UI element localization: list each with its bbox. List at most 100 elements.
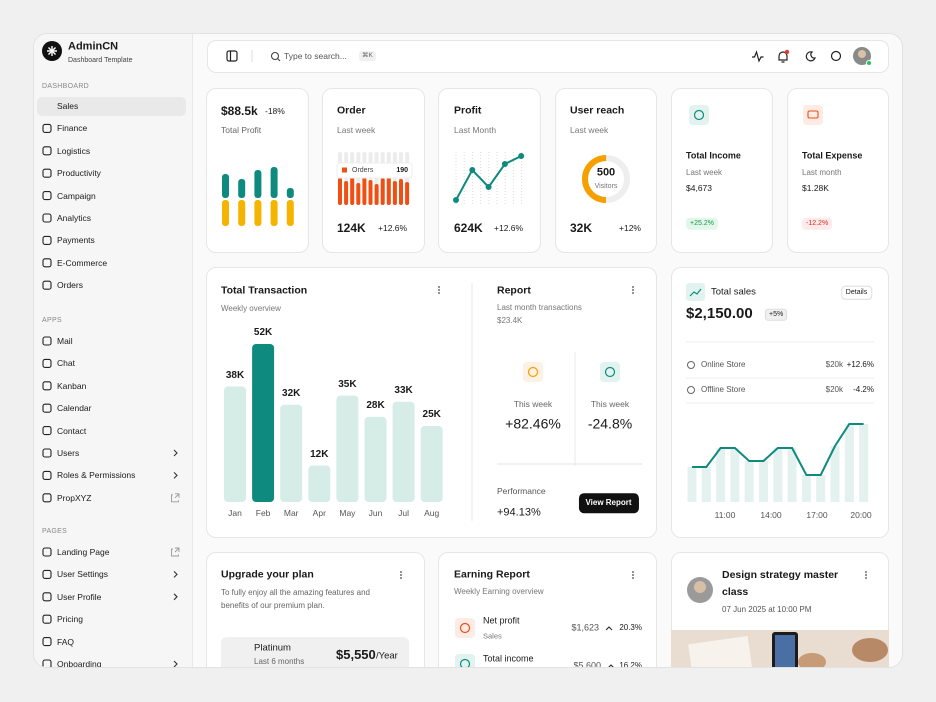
photo-hand <box>798 653 826 667</box>
card-title: Earning Report <box>454 568 530 581</box>
nav-item[interactable]: Calendar <box>57 403 92 414</box>
bar <box>801 475 811 502</box>
nav-item[interactable]: User Settings <box>57 569 109 580</box>
card-title: User reach <box>570 104 625 117</box>
tooltip-value: 190 <box>396 166 408 174</box>
x-tick-label: May <box>339 507 356 518</box>
bar <box>701 467 711 502</box>
metric-label: Total Profit <box>221 124 262 135</box>
card-title: Total Transaction <box>221 284 308 297</box>
nav-item[interactable]: Contact <box>57 425 87 436</box>
bar-label: 33K <box>394 384 413 396</box>
spark-line <box>455 155 522 201</box>
stat-value: +94.13% <box>497 506 541 519</box>
bar <box>744 461 754 502</box>
card-amount: $4,673 <box>686 182 712 193</box>
card-title: Order <box>337 104 366 117</box>
nav-icon <box>42 358 52 368</box>
nav-item[interactable]: Mail <box>57 335 73 346</box>
nav-icon <box>42 470 52 480</box>
line <box>692 423 864 476</box>
nav-item[interactable]: FAQ <box>57 636 75 647</box>
button[interactable]: View Report <box>578 493 639 513</box>
icon <box>693 109 705 121</box>
row-change: 20.3% <box>619 623 642 633</box>
store-amount: $20k <box>825 360 843 370</box>
bar <box>716 448 726 502</box>
kebab-dot <box>400 571 402 573</box>
photo-screen <box>775 635 795 667</box>
nav-item[interactable]: Finance <box>57 123 88 134</box>
bar <box>364 416 387 502</box>
chevron <box>173 472 178 479</box>
external-icon <box>171 547 180 557</box>
nav-item[interactable]: Orders <box>57 280 83 291</box>
nav-item[interactable]: Chat <box>57 358 75 369</box>
spark-bar <box>270 167 278 198</box>
nav-item[interactable]: Campaign <box>57 190 96 201</box>
bar <box>252 344 275 502</box>
course-title: Design strategy master class <box>722 569 839 598</box>
ring-label: Visitors <box>594 182 618 190</box>
row-amount: $5,600 <box>573 660 601 668</box>
card-amount: $2,150.00 <box>686 305 753 322</box>
nav-item[interactable]: E-Commerce <box>57 257 108 268</box>
chevron <box>173 449 178 457</box>
spark-bar <box>362 177 367 205</box>
tooltip-swatch <box>342 167 347 173</box>
card-amount: $1.28K <box>802 182 829 193</box>
bar-label: 52K <box>253 327 273 338</box>
search-input[interactable]: Type to search... <box>284 50 347 61</box>
nav-icon <box>42 168 52 178</box>
row-name: Total income <box>483 653 534 664</box>
sidebar <box>34 34 193 667</box>
top-bar <box>207 40 889 73</box>
nav-item[interactable]: Onboarding <box>57 658 102 668</box>
bar <box>336 395 359 502</box>
kebab-dot <box>865 574 867 576</box>
nav-item[interactable]: Kanban <box>57 380 87 391</box>
metric-change: -18% <box>265 105 285 116</box>
nav-icon <box>42 235 52 245</box>
spark-point <box>453 197 459 203</box>
row-sub: Sales <box>483 631 502 641</box>
card-title: Report <box>497 284 531 297</box>
stat-value: +82.46% <box>505 415 561 432</box>
x-tick-label: Jan <box>228 507 242 518</box>
bar <box>280 404 303 502</box>
plan-price: $5,550 <box>336 647 376 663</box>
spark-bar <box>368 180 373 205</box>
up-arrow <box>608 664 614 667</box>
spark-bar <box>399 179 403 205</box>
card-title: Upgrade your plan <box>221 568 314 581</box>
nav-item[interactable]: Sales <box>57 100 79 111</box>
nav-item[interactable]: Analytics <box>57 212 92 223</box>
nav-item[interactable]: User Profile <box>57 591 102 602</box>
metric-value: $88.5k <box>221 103 258 118</box>
card <box>438 552 657 667</box>
notify-dot <box>784 49 790 55</box>
nav-item[interactable]: Users <box>57 447 80 458</box>
search-icon <box>277 58 281 62</box>
nav-item[interactable]: Roles & Permissions <box>57 470 136 481</box>
nav-item[interactable]: Landing Page <box>57 546 110 557</box>
button[interactable]: Details <box>840 285 873 300</box>
badge: +5% <box>765 308 788 322</box>
nav-item[interactable]: PropXYZ <box>57 492 92 503</box>
nav-item[interactable]: Pricing <box>57 614 83 625</box>
store-name: Offline Store <box>701 385 746 395</box>
card-subtitle: Last month <box>802 168 842 178</box>
nav-item[interactable]: Logistics <box>57 145 91 156</box>
nav-icon <box>42 426 52 436</box>
nav-icon <box>42 493 52 503</box>
x-tick-label: 17:00 <box>806 509 828 520</box>
store-icon <box>687 386 695 394</box>
store-change: -4.2% <box>853 385 874 395</box>
chevron <box>173 593 178 601</box>
x-tick-label: Aug <box>424 507 440 518</box>
nav-item[interactable]: Productivity <box>57 168 101 179</box>
graphics <box>42 41 889 667</box>
bar <box>730 448 740 502</box>
nav-item[interactable]: Payments <box>57 235 95 246</box>
kebab-dot <box>632 574 634 576</box>
